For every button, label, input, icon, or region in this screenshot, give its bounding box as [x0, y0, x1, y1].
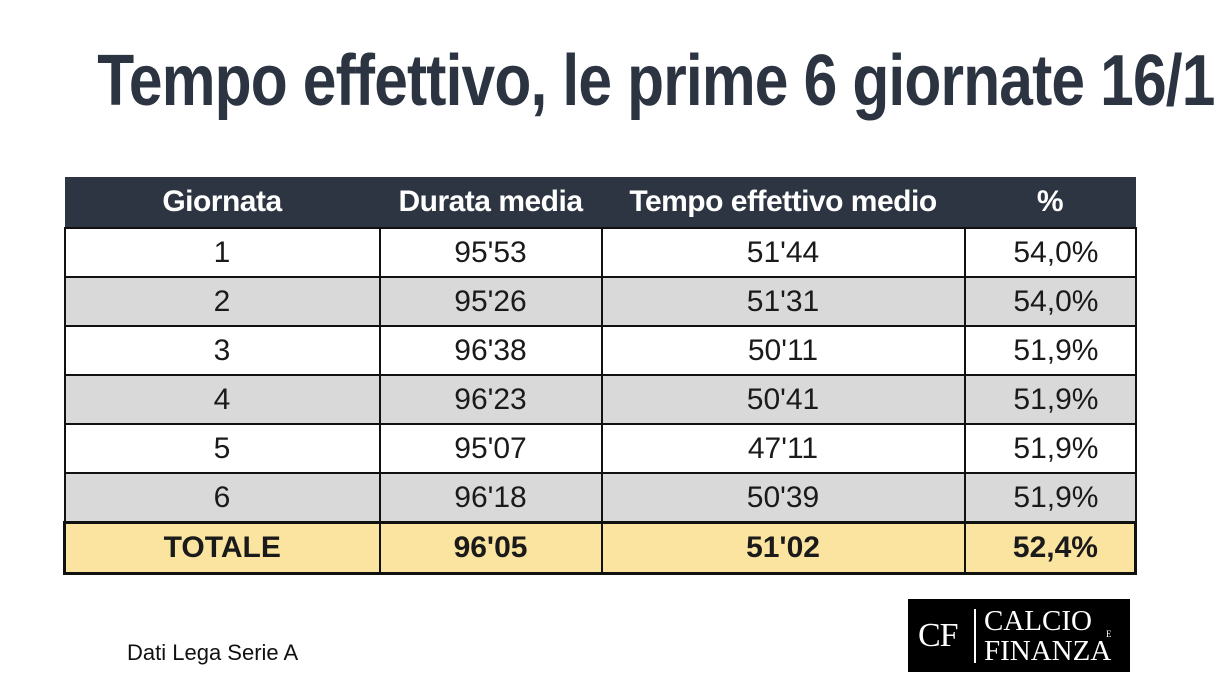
cell-percent: 51,9% — [963, 325, 1137, 376]
total-tempo: 51'02 — [600, 521, 966, 575]
cell-giornata: 6 — [63, 472, 381, 524]
cell-durata: 96'38 — [378, 325, 603, 376]
cell-giornata: 1 — [63, 227, 381, 278]
header-percent: % — [964, 177, 1136, 228]
table-row: 2 95'26 51'31 54,0% — [63, 276, 1137, 327]
cell-percent: 51,9% — [963, 472, 1137, 524]
logo-line2: FINANZA — [984, 635, 1112, 667]
total-percent: 52,4% — [963, 521, 1137, 575]
page-title: Tempo effettivo, le prime 6 giornate 16/… — [97, 41, 1216, 121]
cell-percent: 54,0% — [963, 276, 1137, 327]
table-row: 4 96'23 50'41 51,9% — [63, 374, 1137, 425]
cell-durata: 96'23 — [378, 374, 603, 425]
cell-giornata: 2 — [63, 276, 381, 327]
logo-line1: CALCIO — [984, 605, 1092, 637]
header-durata-media: Durata media — [379, 177, 602, 228]
cell-giornata: 3 — [63, 325, 381, 376]
cell-percent: 51,9% — [963, 374, 1137, 425]
table-row: 6 96'18 50'39 51,9% — [63, 472, 1137, 524]
header-tempo-effettivo: Tempo effettivo medio — [601, 177, 965, 228]
data-table: Giornata Durata media Tempo effettivo me… — [63, 177, 1137, 575]
logo-monogram: CF — [918, 617, 959, 654]
table-row: 5 95'07 47'11 51,9% — [63, 423, 1137, 474]
table-row: 1 95'53 51'44 54,0% — [63, 227, 1137, 278]
logo-divider — [974, 609, 976, 663]
table-row: 3 96'38 50'11 51,9% — [63, 325, 1137, 376]
cell-durata: 95'53 — [378, 227, 603, 278]
cell-percent: 51,9% — [963, 423, 1137, 474]
cell-percent: 54,0% — [963, 227, 1137, 278]
cell-tempo: 51'44 — [600, 227, 966, 278]
total-row: TOTALE 96'05 51'02 52,4% — [63, 521, 1137, 575]
cell-tempo: 50'11 — [600, 325, 966, 376]
source-note: Dati Lega Serie A — [127, 640, 299, 665]
cell-tempo: 50'41 — [600, 374, 966, 425]
total-durata: 96'05 — [378, 521, 603, 575]
calcio-e-finanza-logo: CF CALCIO E FINANZA — [908, 599, 1130, 672]
cell-durata: 95'07 — [378, 423, 603, 474]
cell-durata: 95'26 — [378, 276, 603, 327]
cell-giornata: 4 — [63, 374, 381, 425]
cell-tempo: 51'31 — [600, 276, 966, 327]
cell-durata: 96'18 — [378, 472, 603, 524]
cell-tempo: 47'11 — [600, 423, 966, 474]
total-label: TOTALE — [63, 521, 381, 575]
header-row: Giornata Durata media Tempo effettivo me… — [64, 177, 1136, 228]
logo-connector: E — [1106, 629, 1112, 639]
cell-tempo: 50'39 — [600, 472, 966, 524]
cell-giornata: 5 — [63, 423, 381, 474]
header-giornata: Giornata — [64, 177, 380, 228]
